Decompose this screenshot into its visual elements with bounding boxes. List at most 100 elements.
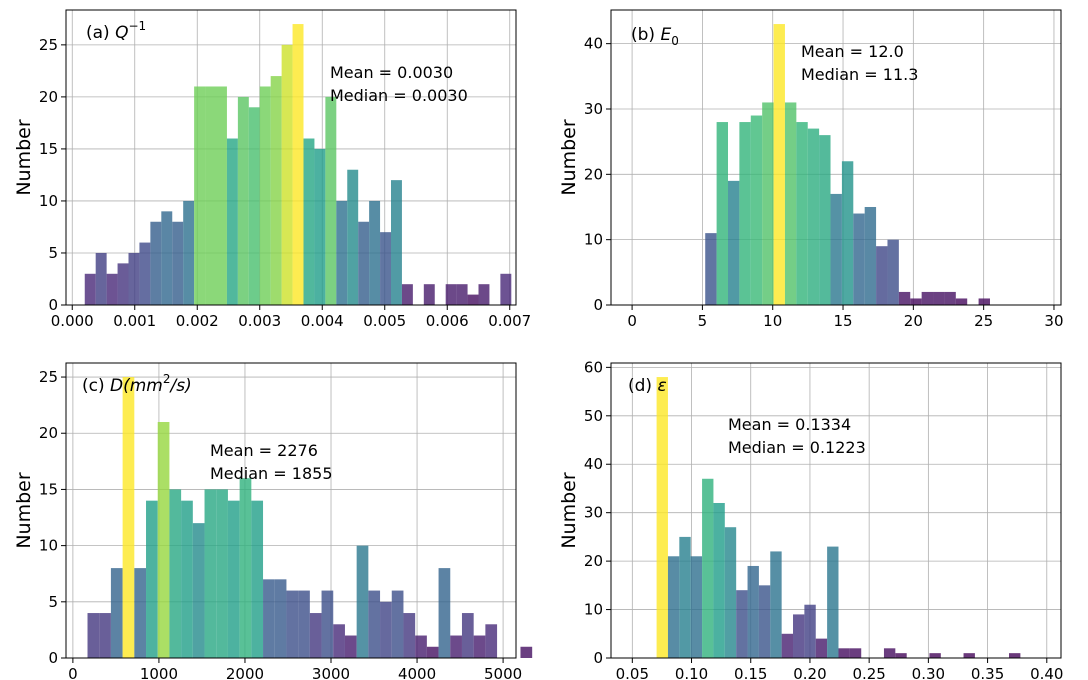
histogram-bar — [122, 377, 135, 658]
histogram-bar — [830, 193, 842, 305]
histogram-bar — [216, 489, 228, 658]
y-axis-label: Number — [13, 119, 35, 196]
y-tick-label: 0 — [48, 649, 58, 667]
histogram-bar — [944, 291, 956, 305]
histogram-bar — [467, 294, 479, 305]
histogram-bar — [955, 298, 968, 305]
histogram-bar — [84, 273, 96, 305]
histogram-bar — [227, 500, 240, 658]
panel-b-histogram: 0 5 10 15 20 25 30 0 10 20 30 40 Number (b) E0 Mean = … — [558, 9, 1064, 330]
y-tick-label: 0 — [48, 296, 58, 314]
histogram-bar — [169, 489, 182, 658]
histogram-bar — [770, 551, 782, 658]
histogram-bar — [736, 590, 748, 658]
y-tick-label: 0 — [593, 296, 603, 314]
x-tick-label: 0.30 — [912, 665, 945, 680]
histogram-bar — [819, 135, 831, 305]
histogram-bar — [263, 579, 275, 658]
plot-frame — [65, 362, 517, 659]
y-tick-label: 5 — [48, 244, 58, 262]
histogram-bar — [450, 635, 462, 658]
histogram-bar — [110, 568, 123, 658]
histogram-bar — [161, 211, 173, 305]
y-tick-label: 20 — [584, 552, 603, 570]
histogram-bar — [500, 273, 512, 305]
x-tick-label: 0.10 — [675, 665, 708, 680]
plot-frame — [610, 9, 1062, 306]
histogram-bar — [762, 102, 774, 305]
mean-annotation: Mean = 0.1334 — [728, 415, 851, 434]
y-tick-label: 30 — [584, 100, 603, 118]
histogram-bar — [401, 284, 413, 305]
histogram-bar — [380, 601, 392, 658]
x-tick-label: 0.007 — [488, 312, 531, 330]
histogram-bar — [807, 128, 820, 305]
x-tick-label: 0.05 — [616, 665, 649, 680]
x-tick-label: 25 — [974, 312, 993, 330]
histogram-bar — [204, 489, 217, 658]
histogram-bar — [796, 122, 808, 305]
y-tick-label: 20 — [39, 88, 58, 106]
histogram-bar — [248, 107, 260, 305]
histogram-bar — [157, 422, 170, 658]
mean-annotation: Mean = 2276 — [210, 441, 318, 460]
y-tick-label: 0 — [593, 649, 603, 667]
histogram-bar — [887, 239, 899, 305]
histogram-bar — [445, 284, 457, 305]
histogram-bar — [898, 291, 911, 305]
mean-annotation: Mean = 0.0030 — [330, 63, 453, 82]
x-tick-label: 0.006 — [426, 312, 469, 330]
histogram-bar — [747, 565, 759, 658]
histogram-bar — [895, 653, 907, 658]
x-tick-label: 0 — [68, 665, 78, 680]
histogram-bar — [369, 200, 381, 305]
x-tick-label: 10 — [763, 312, 782, 330]
x-tick-label: 1000 — [140, 665, 178, 680]
panel-title: (d) ε — [628, 376, 667, 396]
x-tick-label: 0.40 — [1030, 665, 1063, 680]
x-tick-label: 5000 — [484, 665, 522, 680]
histogram-bar — [286, 590, 299, 658]
histogram-bar — [117, 263, 129, 305]
histogram-bar — [705, 233, 717, 305]
mean-annotation: Mean = 12.0 — [801, 42, 904, 61]
histogram-bar — [134, 568, 147, 658]
histogram-bar — [150, 221, 162, 305]
histogram-bar — [478, 284, 490, 305]
histogram-bar — [216, 86, 227, 306]
histogram-bar — [716, 122, 728, 305]
histogram-bar — [303, 138, 315, 305]
histogram-bar — [205, 86, 216, 306]
histogram-bar — [713, 502, 725, 658]
median-annotation: Median = 11.3 — [801, 65, 918, 84]
histogram-bar — [237, 96, 249, 306]
panel-title: (c) D(mm2/s) — [82, 372, 192, 396]
plot-frame — [610, 362, 1062, 659]
x-tick-label: 20 — [904, 312, 923, 330]
histogram-bar — [298, 590, 310, 658]
histogram-bar — [739, 122, 751, 305]
y-tick-label: 40 — [584, 455, 603, 473]
x-tick-label: 0.001 — [113, 312, 156, 330]
histogram-bar — [473, 635, 486, 658]
x-tick-label: 0.003 — [238, 312, 281, 330]
histogram-bar — [95, 252, 107, 305]
histogram-bar — [380, 232, 391, 305]
histogram-bar — [461, 613, 474, 658]
histogram-bar — [347, 169, 359, 305]
y-tick-label: 40 — [584, 35, 603, 53]
histogram-bar — [314, 148, 326, 305]
histogram-bar — [281, 44, 293, 305]
histogram-bar — [456, 284, 468, 305]
histogram-bar — [815, 638, 828, 658]
histogram-bar — [702, 478, 714, 658]
median-annotation: Median = 0.1223 — [728, 438, 866, 457]
histogram-bar — [415, 635, 427, 658]
x-tick-label: 0 — [627, 312, 637, 330]
histogram-bar — [883, 648, 896, 658]
panel-a-histogram: 0.000 0.001 0.002 0.003 0.004 0.005 0.006 0.007… — [13, 9, 531, 330]
x-tick-label: 0.004 — [301, 312, 344, 330]
histogram-bar — [321, 590, 334, 658]
histogram-bar — [426, 646, 439, 658]
